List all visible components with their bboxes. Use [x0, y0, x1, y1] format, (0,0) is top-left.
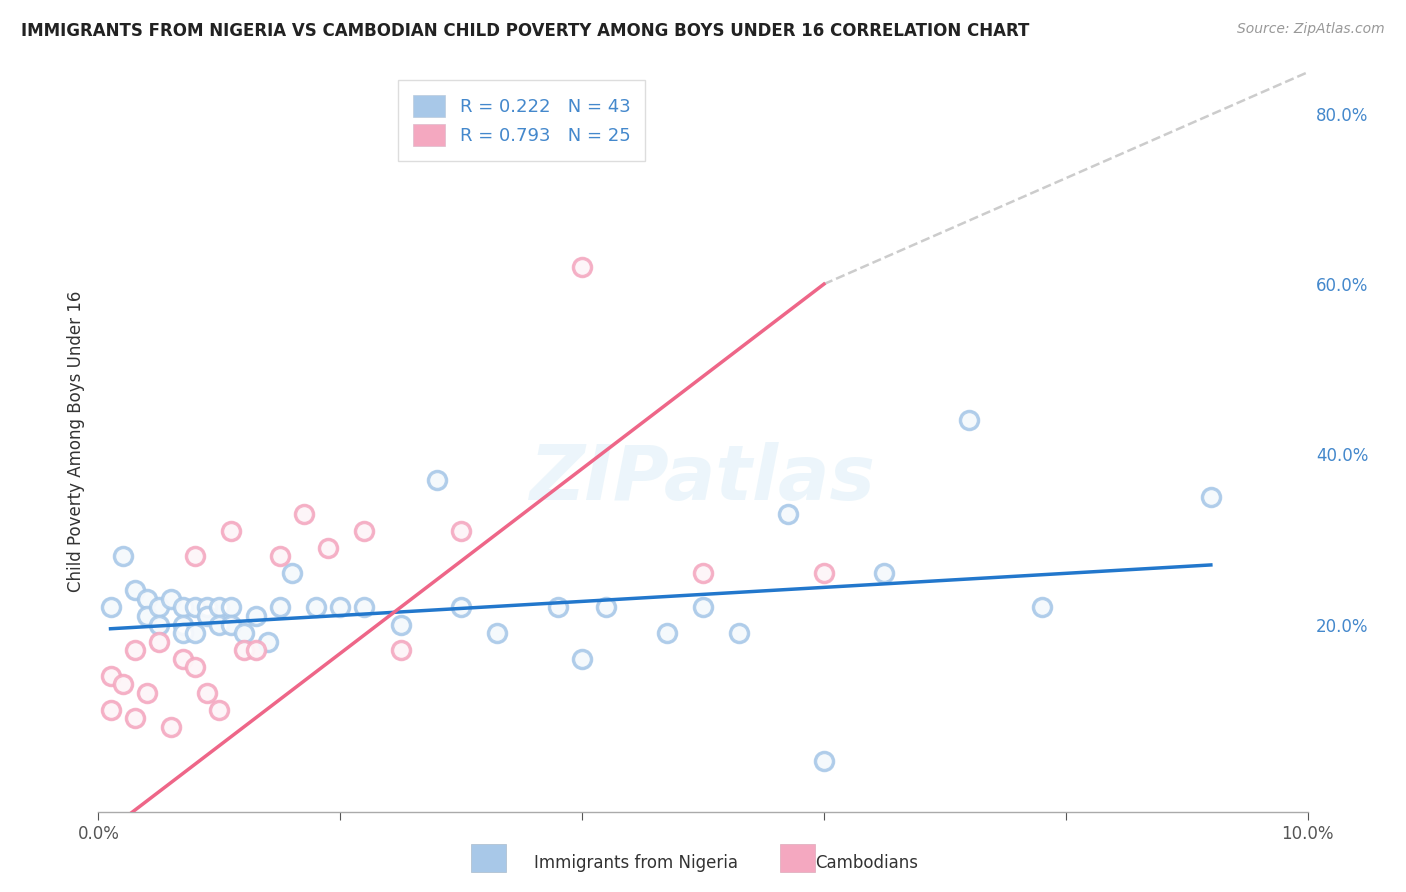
Point [232, 643, 254, 657]
Point [389, 617, 412, 632]
Text: Immigrants from Nigeria: Immigrants from Nigeria [534, 855, 738, 872]
Point [148, 617, 170, 632]
Y-axis label: Child Poverty Among Boys Under 16: Child Poverty Among Boys Under 16 [66, 291, 84, 592]
Point [172, 626, 194, 640]
Point [195, 685, 218, 699]
Point [692, 600, 714, 615]
Point [269, 549, 291, 564]
Point [221, 617, 243, 632]
Point [389, 643, 412, 657]
Point [813, 754, 835, 768]
Point [172, 600, 194, 615]
Point [329, 600, 352, 615]
Point [111, 549, 134, 564]
Point [100, 600, 122, 615]
Point [135, 609, 157, 624]
Point [160, 720, 183, 734]
Point [353, 524, 375, 538]
Point [208, 703, 231, 717]
Text: Source: ZipAtlas.com: Source: ZipAtlas.com [1237, 22, 1385, 37]
Point [184, 600, 207, 615]
Point [124, 643, 146, 657]
FancyBboxPatch shape [780, 844, 815, 872]
Point [813, 566, 835, 581]
Point [135, 685, 157, 699]
Point [195, 600, 218, 615]
Point [184, 626, 207, 640]
Point [135, 591, 157, 606]
Text: Cambodians: Cambodians [815, 855, 918, 872]
Point [184, 549, 207, 564]
Point [148, 600, 170, 615]
Point [316, 541, 339, 555]
Text: IMMIGRANTS FROM NIGERIA VS CAMBODIAN CHILD POVERTY AMONG BOYS UNDER 16 CORRELATI: IMMIGRANTS FROM NIGERIA VS CAMBODIAN CHI… [21, 22, 1029, 40]
Point [292, 507, 315, 521]
Point [547, 600, 569, 615]
Point [208, 600, 231, 615]
Point [571, 651, 593, 665]
Point [172, 617, 194, 632]
Point [305, 600, 328, 615]
Point [160, 591, 183, 606]
Point [208, 617, 231, 632]
Point [595, 600, 617, 615]
Point [655, 626, 678, 640]
Point [269, 600, 291, 615]
FancyBboxPatch shape [471, 844, 506, 872]
Point [245, 643, 267, 657]
Point [100, 668, 122, 682]
Point [450, 600, 472, 615]
Point [450, 524, 472, 538]
Point [1199, 490, 1222, 504]
Point [148, 634, 170, 648]
Point [353, 600, 375, 615]
Point [172, 651, 194, 665]
Point [195, 609, 218, 624]
Point [124, 711, 146, 725]
Point [957, 413, 980, 427]
Point [776, 507, 799, 521]
Point [100, 703, 122, 717]
Point [111, 677, 134, 691]
Point [256, 634, 278, 648]
Point [692, 566, 714, 581]
Point [245, 609, 267, 624]
Text: ZIPatlas: ZIPatlas [530, 442, 876, 516]
Point [221, 600, 243, 615]
Point [281, 566, 304, 581]
Legend: R = 0.222   N = 43, R = 0.793   N = 25: R = 0.222 N = 43, R = 0.793 N = 25 [398, 80, 645, 161]
Point [1031, 600, 1053, 615]
Point [728, 626, 751, 640]
Point [426, 473, 449, 487]
Point [232, 626, 254, 640]
Point [221, 524, 243, 538]
Point [486, 626, 509, 640]
Point [873, 566, 896, 581]
Point [124, 583, 146, 598]
Point [571, 260, 593, 274]
Point [184, 660, 207, 674]
